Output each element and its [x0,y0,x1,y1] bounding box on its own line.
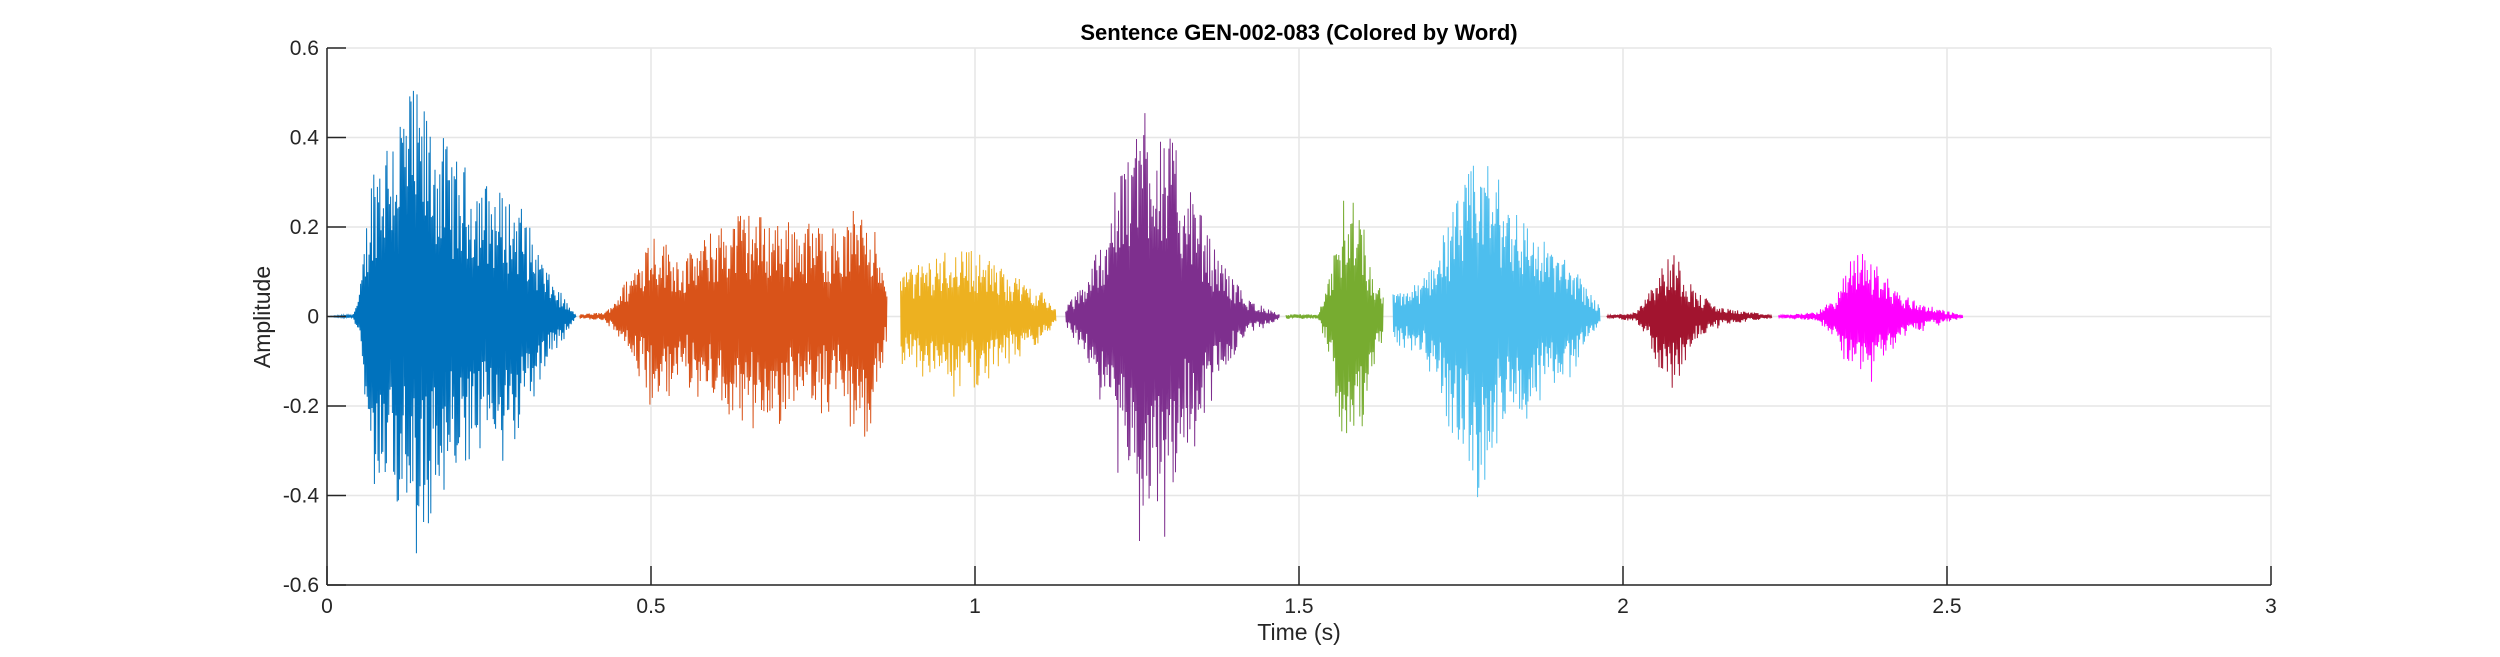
y-tick-label: 0 [307,306,319,329]
x-axis-label: Time (s) [1257,619,1340,645]
x-tick-label: 0 [321,595,333,618]
y-tick-label: -0.2 [283,395,319,418]
waveform-series-6 [1392,165,1601,498]
waveform-series-7 [1606,255,1773,388]
tick-labels: 0 0.5 1 1.5 2 2.5 3 -0.6 -0.4 -0.2 0 0.2 0.4 0.6 [283,37,2277,618]
waveform-series-1 [327,90,577,554]
x-tick-label: 1.5 [1284,595,1313,618]
x-tick-label: 2.5 [1932,595,1961,618]
y-tick-label: 0.4 [290,127,320,150]
x-tick-label: 2 [1617,595,1629,618]
x-tick-label: 0.5 [636,595,665,618]
y-tick-label: 0.2 [290,216,319,239]
x-tick-label: 3 [2265,595,2277,618]
waveform-series-8 [1778,253,1964,382]
waveform-series [327,90,1964,554]
waveform-series-2 [579,210,888,437]
waveform-series-4 [1065,113,1280,542]
y-tick-label: 0.6 [290,37,319,60]
waveform-series-3 [900,250,1057,397]
x-tick-label: 1 [969,595,981,618]
waveform-series-5 [1285,200,1384,434]
chart-title: Sentence GEN-002-083 (Colored by Word) [1080,20,1517,45]
axes [326,47,2272,586]
y-tick-label: -0.6 [283,574,319,597]
y-axis-label: Amplitude [249,266,275,368]
y-tick-label: -0.4 [283,485,320,508]
